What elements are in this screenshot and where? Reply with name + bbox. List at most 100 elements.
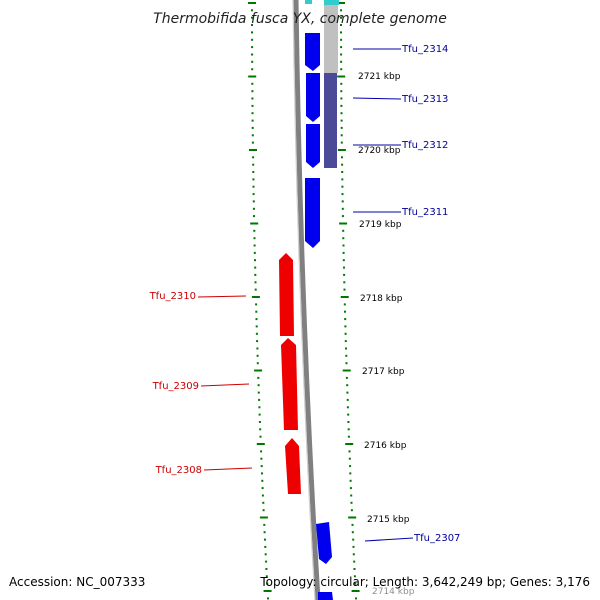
label-tfu-2309: Tfu_2309	[152, 381, 199, 392]
right-tick	[346, 391, 349, 394]
left-tick	[256, 354, 259, 357]
left-tick	[251, 46, 254, 49]
right-tick	[347, 413, 350, 416]
right-tick	[337, 149, 346, 151]
left-tick	[251, 97, 254, 100]
left-tick	[256, 362, 259, 365]
right-tick	[353, 575, 356, 578]
left-tick	[253, 244, 256, 247]
right-tick	[347, 421, 350, 423]
right-tick	[340, 104, 343, 107]
right-tick	[341, 193, 344, 196]
right-tick	[352, 553, 355, 556]
left-tick	[251, 82, 254, 85]
right-tick	[352, 538, 355, 541]
left-tick	[251, 90, 254, 93]
right-tick	[350, 509, 353, 512]
left-tick	[251, 16, 253, 19]
left-tick	[252, 207, 255, 210]
leader-tfu-2308	[203, 467, 253, 471]
right-tick	[347, 428, 350, 431]
left-tick	[252, 193, 255, 196]
left-tick	[259, 435, 262, 438]
right-tick	[342, 259, 345, 262]
left-tick	[267, 597, 269, 600]
gene-tfu-2313[interactable]	[306, 73, 320, 122]
right-tick	[343, 288, 346, 291]
label-tfu-2314: Tfu_2314	[401, 44, 448, 55]
right-tick	[350, 494, 353, 497]
left-tick	[257, 376, 260, 379]
scale-label-2716: 2716 kbp	[364, 441, 407, 451]
label-tfu-2312: Tfu_2312	[401, 140, 448, 151]
left-tick	[260, 457, 263, 460]
left-tick	[252, 171, 255, 173]
left-tick	[258, 398, 261, 401]
left-tick	[263, 531, 266, 534]
left-tick	[249, 149, 257, 151]
scale-label-2721: 2721 kbp	[358, 72, 401, 82]
left-tick	[255, 310, 258, 313]
left-tick	[260, 465, 263, 468]
gene-tfu-2310[interactable]	[279, 253, 294, 336]
gene-partial-bottom	[318, 592, 333, 600]
left-tick	[251, 68, 254, 71]
left-tick	[258, 406, 261, 409]
right-tick	[351, 523, 354, 526]
left-tick	[251, 38, 254, 41]
gray-feature	[324, 5, 338, 73]
label-tfu-2307: Tfu_2307	[413, 533, 460, 544]
label-tfu-2313: Tfu_2313	[401, 94, 448, 105]
right-tick	[340, 97, 343, 100]
right-tick	[341, 171, 344, 173]
right-tick	[340, 16, 342, 19]
gene-tfu-2307[interactable]	[316, 522, 332, 564]
right-tick	[344, 332, 347, 335]
right-tick	[349, 479, 352, 482]
cyan-feature	[324, 0, 339, 5]
left-tick	[256, 340, 259, 343]
right-tick	[345, 354, 348, 357]
slate-feature	[324, 73, 337, 168]
left-tick	[257, 384, 260, 387]
left-tick	[265, 560, 268, 563]
left-tick	[261, 479, 264, 482]
left-tick	[252, 200, 255, 203]
right-tick	[340, 126, 343, 129]
gene-tfu-2312[interactable]	[306, 124, 320, 168]
right-tick	[343, 273, 346, 276]
right-tick	[340, 134, 343, 137]
right-tick	[349, 487, 352, 490]
left-tick	[254, 259, 256, 262]
left-tick	[251, 112, 254, 115]
right-tick	[347, 435, 350, 438]
left-tick	[252, 185, 255, 188]
right-tick	[351, 531, 354, 534]
right-tick	[353, 560, 356, 563]
right-tick	[340, 68, 343, 71]
left-tick	[264, 553, 267, 556]
leader-tfu-2307	[364, 537, 414, 542]
right-tick	[340, 31, 342, 34]
scale-label-2718: 2718 kbp	[360, 294, 403, 304]
left-tick	[251, 126, 254, 129]
right-tick	[344, 310, 346, 313]
left-tick	[255, 332, 258, 335]
right-tick	[340, 24, 342, 26]
gene-tfu-2314[interactable]	[305, 33, 320, 71]
left-tick	[263, 523, 266, 526]
left-tick	[254, 288, 257, 291]
left-tick	[251, 24, 253, 26]
gene-tfu-2311[interactable]	[305, 178, 320, 248]
right-tick	[343, 281, 346, 284]
left-tick-ring	[248, 2, 272, 600]
gene-tfu-2309[interactable]	[281, 338, 298, 430]
right-tick	[346, 406, 349, 409]
left-tick	[254, 273, 257, 276]
left-tick	[251, 119, 254, 122]
gene-tfu-2308[interactable]	[285, 438, 301, 494]
left-tick	[251, 104, 254, 107]
leader-tfu-2309	[200, 383, 250, 387]
right-tick	[344, 340, 347, 343]
